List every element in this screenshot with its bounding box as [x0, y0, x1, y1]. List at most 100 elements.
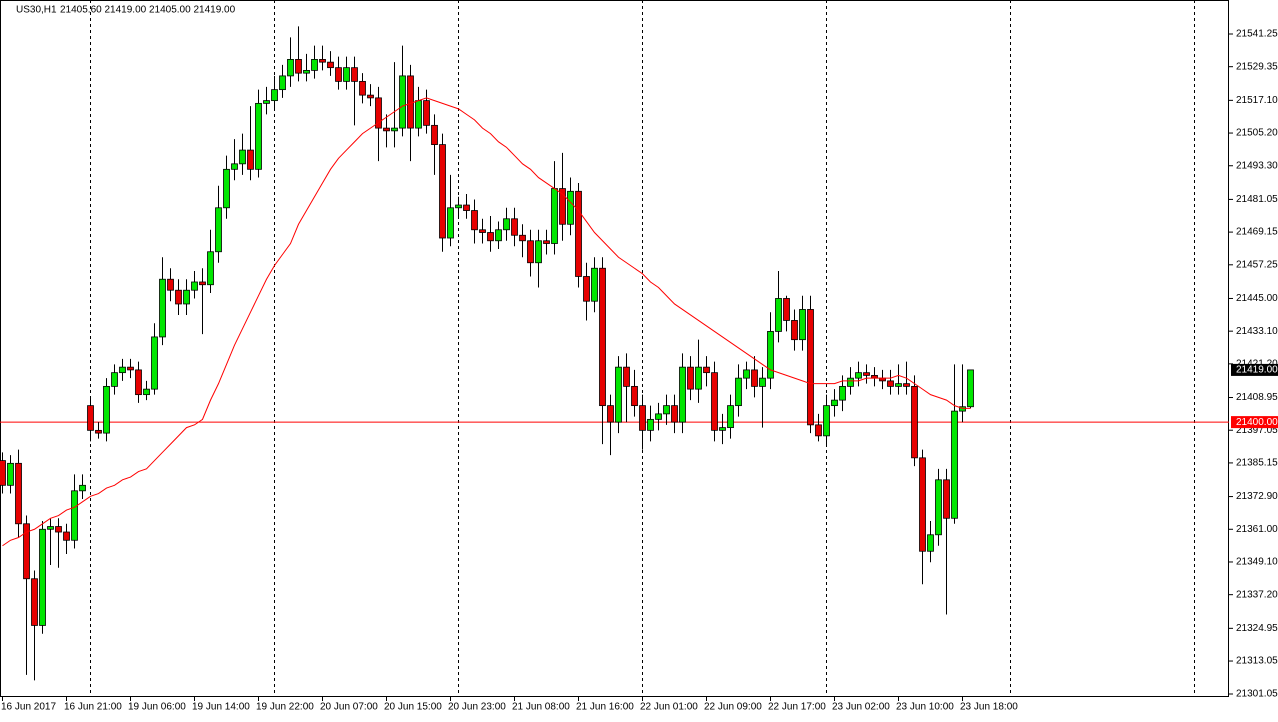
candle-body: [135, 369, 142, 396]
candle-body: [543, 240, 550, 244]
candle-body: [935, 479, 942, 536]
candle-body: [191, 281, 198, 291]
candle-body: [423, 100, 430, 126]
candle-body: [359, 80, 366, 96]
candle-body: [839, 385, 846, 401]
candle-body: [71, 490, 78, 541]
candle-body: [127, 366, 134, 371]
x-tick-label: 19 Jun 14:00: [192, 702, 250, 713]
candle-body: [647, 418, 654, 431]
candle-body: [79, 484, 86, 492]
level-price-label: 21400.00: [1236, 417, 1278, 428]
x-tick-label: 23 Jun 10:00: [896, 702, 954, 713]
y-tick-label: 21301.05: [1236, 689, 1278, 700]
candle-body: [487, 232, 494, 242]
candle-body: [551, 188, 558, 244]
plot-frame: [0, 0, 1229, 697]
candle-body: [471, 210, 478, 231]
candle-body: [391, 127, 398, 132]
candle-body: [639, 405, 646, 431]
y-tick-label: 21433.10: [1236, 326, 1278, 337]
candle-body: [199, 281, 206, 286]
candle-body: [231, 163, 238, 170]
y-tick-label: 21445.00: [1236, 293, 1278, 304]
candle-body: [743, 369, 750, 379]
candle-body: [327, 61, 334, 69]
candle-body: [927, 534, 934, 552]
ohlc-readout: 21405.60 21419.00 21405.00 21419.00: [60, 5, 236, 16]
candle-body: [567, 190, 574, 225]
candle-body: [903, 383, 910, 387]
candle-body: [943, 479, 950, 519]
x-tick-label: 22 Jun 17:00: [768, 702, 826, 713]
candle-body: [503, 218, 510, 231]
candle-body: [735, 377, 742, 407]
candle-body: [111, 372, 118, 387]
y-tick-label: 21385.15: [1236, 458, 1278, 469]
candle-body: [575, 190, 582, 277]
candle-body: [351, 67, 358, 82]
candle-body: [479, 229, 486, 233]
x-tick-label: 19 Jun 22:00: [256, 702, 314, 713]
candle-body: [783, 298, 790, 321]
y-tick-label: 21529.35: [1236, 61, 1278, 72]
candle-body: [583, 276, 590, 302]
candle-body: [319, 59, 326, 63]
candle-body: [751, 369, 758, 387]
x-tick-label: 22 Jun 01:00: [640, 702, 698, 713]
moving-average: [2, 97, 971, 547]
candle-body: [31, 578, 38, 626]
candle-body: [87, 405, 94, 431]
y-tick-label: 21372.90: [1236, 491, 1278, 502]
last-price-box: [1231, 363, 1278, 376]
candle-body: [223, 168, 230, 209]
y-tick-label: 21469.15: [1236, 227, 1278, 238]
candle-body: [303, 69, 310, 74]
candle-body: [239, 149, 246, 165]
candle-body: [631, 385, 638, 407]
candle-body: [207, 251, 214, 286]
candle-body: [799, 309, 806, 341]
x-tick-label: 23 Jun 02:00: [832, 702, 890, 713]
candle-body: [103, 385, 110, 434]
candle-body: [703, 366, 710, 374]
candle-body: [367, 94, 374, 99]
candle-body: [495, 229, 502, 242]
candle-body: [183, 289, 190, 305]
candle-body: [863, 372, 870, 376]
candle-body: [615, 366, 622, 423]
level-price-box: [1231, 416, 1278, 429]
y-tick-label: 21337.20: [1236, 589, 1278, 600]
y-tick-label: 21313.05: [1236, 656, 1278, 667]
candle-body: [159, 278, 166, 338]
candle-body: [679, 366, 686, 423]
x-tick-label: 22 Jun 09:00: [704, 702, 762, 713]
candle-body: [271, 89, 278, 102]
x-tick-label: 16 Jun 21:00: [64, 702, 122, 713]
candle-body: [279, 75, 286, 91]
x-tick-label: 20 Jun 23:00: [448, 702, 506, 713]
candle-body: [519, 234, 526, 242]
candle-body: [823, 405, 830, 437]
candle-body: [831, 399, 838, 407]
x-tick-label: 16 Jun 2017: [1, 702, 56, 713]
candle-body: [559, 188, 566, 225]
y-tick-label: 21361.00: [1236, 524, 1278, 535]
candle-body: [599, 267, 606, 407]
candle-body: [967, 369, 974, 408]
candle-body: [687, 366, 694, 390]
candle-body: [655, 413, 662, 420]
y-tick-label: 21505.20: [1236, 128, 1278, 139]
last-price-label: 21419.00: [1236, 365, 1278, 376]
candle-body: [511, 218, 518, 236]
candle-body: [375, 97, 382, 129]
y-tick-label: 21397.05: [1236, 425, 1278, 436]
candle-body: [415, 100, 422, 129]
candle-body: [215, 207, 222, 253]
candle-body: [255, 102, 262, 170]
y-tick-label: 21517.10: [1236, 95, 1278, 106]
x-tick-label: 19 Jun 06:00: [128, 702, 186, 713]
